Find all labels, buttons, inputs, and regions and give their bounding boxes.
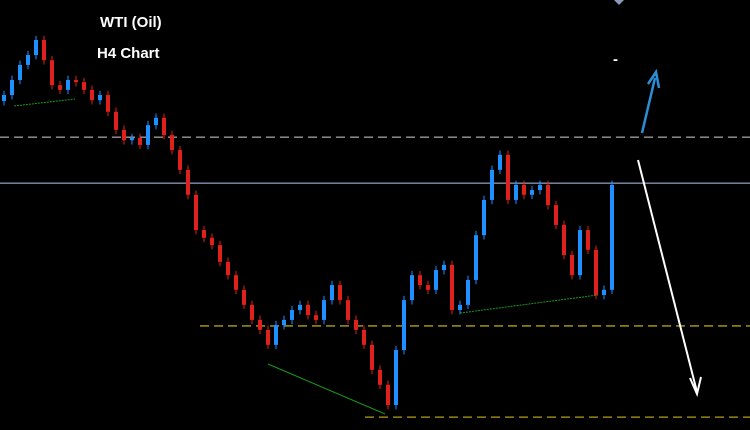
candle-body <box>66 79 70 90</box>
candle-body <box>418 275 422 286</box>
candle-body <box>314 315 318 320</box>
candle-body <box>218 245 222 262</box>
candle-body <box>482 199 486 236</box>
candle-body <box>442 264 446 271</box>
candle-body <box>82 82 86 90</box>
candle-body <box>562 224 566 255</box>
candle-body <box>530 190 534 195</box>
candle-body <box>394 350 398 406</box>
candle-body <box>50 60 54 86</box>
up-arrow <box>640 77 657 134</box>
candle-body <box>450 264 454 311</box>
trend-line <box>459 294 599 314</box>
candle-body <box>34 39 38 56</box>
candle-body <box>90 89 94 101</box>
candle-body <box>290 310 294 320</box>
candle-body <box>170 135 174 151</box>
candle-body <box>234 275 238 290</box>
candle-body <box>2 95 6 102</box>
candle-body <box>498 154 502 170</box>
candle-body <box>546 184 550 206</box>
candle-body <box>610 184 614 290</box>
candle-body <box>586 230 590 250</box>
candle-body <box>250 304 254 320</box>
trend-line <box>13 98 76 107</box>
top-marker <box>614 0 624 5</box>
candle-body <box>258 319 262 330</box>
candle-body <box>138 138 142 145</box>
candle-body <box>434 270 438 290</box>
candle-body <box>602 289 606 295</box>
candle-body <box>154 117 158 126</box>
candle-body <box>378 369 382 385</box>
candle-body <box>466 279 470 305</box>
candle-body <box>274 325 278 345</box>
candle-body <box>426 285 430 290</box>
candle-body <box>306 304 310 316</box>
candle-body <box>58 85 62 90</box>
candle-body <box>122 129 126 141</box>
candle-body <box>18 64 22 80</box>
candle-body <box>186 169 190 195</box>
candle-body <box>514 184 518 200</box>
candle-body <box>410 275 414 301</box>
chart-title: WTI (Oil) <box>100 14 162 31</box>
candle-body <box>194 194 198 231</box>
candle-body <box>146 125 150 145</box>
candle-body <box>202 230 206 238</box>
candle-body <box>370 344 374 370</box>
candle-body <box>354 319 358 330</box>
candle-body <box>538 184 542 191</box>
candle-body <box>130 138 134 141</box>
candle-body <box>210 237 214 246</box>
candle-body <box>98 95 102 101</box>
candle-body <box>226 261 230 276</box>
down-arrow-head <box>689 376 702 398</box>
candle-body <box>386 384 390 406</box>
candles <box>2 35 614 410</box>
candle-body <box>570 254 574 276</box>
candle-body <box>162 117 166 136</box>
candle-body <box>106 95 110 112</box>
candle-body <box>490 169 494 200</box>
chart-subtitle: H4 Chart <box>97 45 160 62</box>
candle-body <box>346 300 350 320</box>
candle-body <box>298 304 302 311</box>
down-arrow <box>637 159 698 393</box>
candle-body <box>322 300 326 320</box>
candle-body <box>178 150 182 170</box>
candle-body <box>594 249 598 295</box>
trend-line <box>267 363 386 415</box>
candle-body <box>578 230 582 276</box>
candle-body <box>74 79 78 83</box>
candle-body <box>522 184 526 195</box>
candle-body <box>474 235 478 280</box>
candle-body <box>338 285 342 301</box>
candle-body <box>330 285 334 301</box>
candle-body <box>362 329 366 345</box>
candle-body <box>266 329 270 345</box>
annotation: - <box>613 51 618 68</box>
candle-body <box>242 289 246 305</box>
candle-body <box>282 319 286 326</box>
candle-body <box>402 300 406 351</box>
candle-body <box>506 154 510 200</box>
candle-body <box>458 304 462 311</box>
candle-body <box>114 111 118 130</box>
candle-body <box>10 79 14 96</box>
candle-body <box>26 55 30 65</box>
levels <box>0 136 750 418</box>
candle-body <box>42 39 46 61</box>
candle-body <box>554 205 558 225</box>
up-arrow-head <box>646 68 661 89</box>
